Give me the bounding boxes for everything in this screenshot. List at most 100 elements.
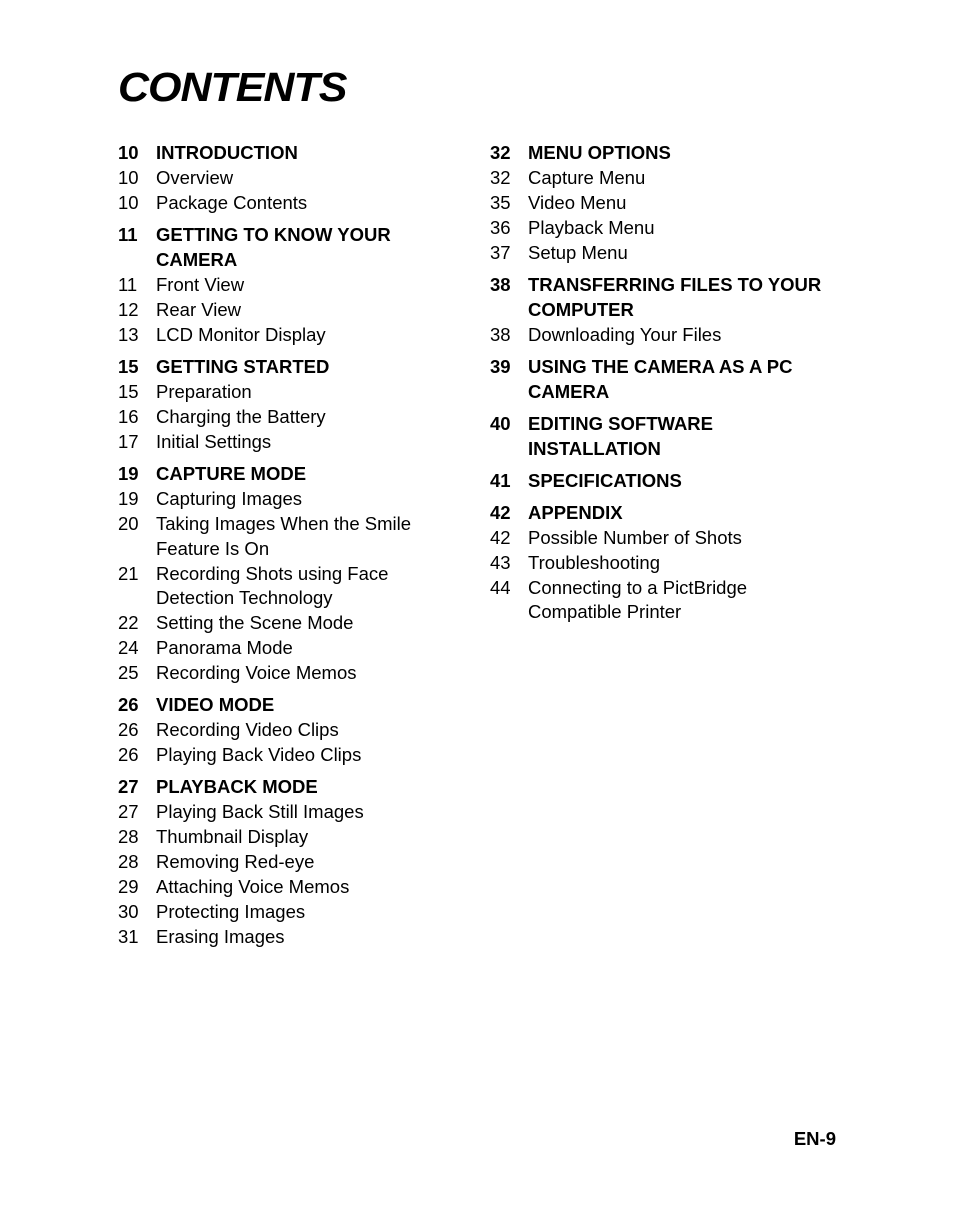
toc-entry-text: Thumbnail Display bbox=[156, 825, 464, 850]
toc-entry-text: Connecting to a PictBridge Compatible Pr… bbox=[528, 576, 836, 626]
toc-page-number: 21 bbox=[118, 562, 156, 587]
toc-column-left: 10INTRODUCTION10Overview10Package Conten… bbox=[118, 141, 464, 950]
toc-entry-text: CAPTURE MODE bbox=[156, 462, 464, 487]
toc-entry-text: Setup Menu bbox=[528, 241, 836, 266]
toc-sub-entry: 25Recording Voice Memos bbox=[118, 661, 464, 686]
toc-page-number: 28 bbox=[118, 825, 156, 850]
toc-entry-text: Panorama Mode bbox=[156, 636, 464, 661]
toc-page-number: 35 bbox=[490, 191, 528, 216]
toc-sub-entry: 12Rear View bbox=[118, 298, 464, 323]
toc-sub-entry: 36Playback Menu bbox=[490, 216, 836, 241]
toc-heading-entry: 42APPENDIX bbox=[490, 501, 836, 526]
toc-heading-entry: 26VIDEO MODE bbox=[118, 693, 464, 718]
toc-columns: 10INTRODUCTION10Overview10Package Conten… bbox=[118, 141, 836, 950]
toc-sub-entry: 28Thumbnail Display bbox=[118, 825, 464, 850]
toc-page-number: 39 bbox=[490, 355, 528, 380]
toc-page-number: 11 bbox=[118, 223, 156, 248]
toc-sub-entry: 13LCD Monitor Display bbox=[118, 323, 464, 348]
toc-sub-entry: 26Playing Back Video Clips bbox=[118, 743, 464, 768]
toc-heading-entry: 38TRANSFERRING FILES TO YOUR COMPUTER bbox=[490, 273, 836, 323]
toc-page-number: 43 bbox=[490, 551, 528, 576]
toc-sub-entry: 22Setting the Scene Mode bbox=[118, 611, 464, 636]
toc-page-number: 32 bbox=[490, 141, 528, 166]
toc-page-number: 38 bbox=[490, 273, 528, 298]
toc-page-number: 17 bbox=[118, 430, 156, 455]
toc-entry-text: Protecting Images bbox=[156, 900, 464, 925]
toc-page-number: 11 bbox=[118, 273, 156, 298]
toc-entry-text: APPENDIX bbox=[528, 501, 836, 526]
toc-entry-text: Capturing Images bbox=[156, 487, 464, 512]
toc-sub-entry: 43Troubleshooting bbox=[490, 551, 836, 576]
toc-page-number: 10 bbox=[118, 141, 156, 166]
toc-page-number: 26 bbox=[118, 693, 156, 718]
toc-entry-text: Rear View bbox=[156, 298, 464, 323]
toc-sub-entry: 24Panorama Mode bbox=[118, 636, 464, 661]
toc-entry-text: Playback Menu bbox=[528, 216, 836, 241]
toc-entry-text: Possible Number of Shots bbox=[528, 526, 836, 551]
toc-entry-text: Video Menu bbox=[528, 191, 836, 216]
toc-sub-entry: 27Playing Back Still Images bbox=[118, 800, 464, 825]
toc-page-number: 29 bbox=[118, 875, 156, 900]
toc-sub-entry: 28Removing Red-eye bbox=[118, 850, 464, 875]
toc-column-right: 32MENU OPTIONS32Capture Menu35Video Menu… bbox=[490, 141, 836, 950]
toc-entry-text: SPECIFICATIONS bbox=[528, 469, 836, 494]
toc-entry-text: Playing Back Still Images bbox=[156, 800, 464, 825]
toc-entry-text: Erasing Images bbox=[156, 925, 464, 950]
page-container: CONTENTS 10INTRODUCTION10Overview10Packa… bbox=[0, 0, 954, 950]
toc-entry-text: Preparation bbox=[156, 380, 464, 405]
toc-page-number: 12 bbox=[118, 298, 156, 323]
toc-page-number: 44 bbox=[490, 576, 528, 601]
toc-page-number: 41 bbox=[490, 469, 528, 494]
toc-page-number: 24 bbox=[118, 636, 156, 661]
toc-page-number: 42 bbox=[490, 526, 528, 551]
toc-sub-entry: 17Initial Settings bbox=[118, 430, 464, 455]
toc-sub-entry: 10Overview bbox=[118, 166, 464, 191]
toc-heading-entry: 41SPECIFICATIONS bbox=[490, 469, 836, 494]
toc-page-number: 15 bbox=[118, 355, 156, 380]
toc-heading-entry: 11GETTING TO KNOW YOUR CAMERA bbox=[118, 223, 464, 273]
toc-entry-text: VIDEO MODE bbox=[156, 693, 464, 718]
toc-entry-text: Initial Settings bbox=[156, 430, 464, 455]
toc-page-number: 26 bbox=[118, 743, 156, 768]
toc-entry-text: Attaching Voice Memos bbox=[156, 875, 464, 900]
toc-sub-entry: 29Attaching Voice Memos bbox=[118, 875, 464, 900]
toc-heading-entry: 19CAPTURE MODE bbox=[118, 462, 464, 487]
toc-entry-text: Capture Menu bbox=[528, 166, 836, 191]
toc-heading-entry: 40EDITING SOFTWARE INSTALLATION bbox=[490, 412, 836, 462]
toc-heading-entry: 39USING THE CAMERA AS A PC CAMERA bbox=[490, 355, 836, 405]
toc-entry-text: EDITING SOFTWARE INSTALLATION bbox=[528, 412, 836, 462]
toc-page-number: 27 bbox=[118, 775, 156, 800]
toc-sub-entry: 38Downloading Your Files bbox=[490, 323, 836, 348]
toc-page-number: 27 bbox=[118, 800, 156, 825]
toc-entry-text: Overview bbox=[156, 166, 464, 191]
toc-entry-text: USING THE CAMERA AS A PC CAMERA bbox=[528, 355, 836, 405]
toc-page-number: 13 bbox=[118, 323, 156, 348]
toc-entry-text: Front View bbox=[156, 273, 464, 298]
toc-page-number: 10 bbox=[118, 191, 156, 216]
toc-page-number: 10 bbox=[118, 166, 156, 191]
toc-page-number: 26 bbox=[118, 718, 156, 743]
toc-page-number: 25 bbox=[118, 661, 156, 686]
toc-heading-entry: 15GETTING STARTED bbox=[118, 355, 464, 380]
toc-entry-text: Charging the Battery bbox=[156, 405, 464, 430]
toc-sub-entry: 19Capturing Images bbox=[118, 487, 464, 512]
toc-sub-entry: 26Recording Video Clips bbox=[118, 718, 464, 743]
toc-heading-entry: 27PLAYBACK MODE bbox=[118, 775, 464, 800]
toc-page-number: 28 bbox=[118, 850, 156, 875]
toc-page-number: 20 bbox=[118, 512, 156, 537]
toc-entry-text: Taking Images When the Smile Feature Is … bbox=[156, 512, 464, 562]
toc-sub-entry: 10Package Contents bbox=[118, 191, 464, 216]
toc-entry-text: Setting the Scene Mode bbox=[156, 611, 464, 636]
toc-entry-text: Recording Video Clips bbox=[156, 718, 464, 743]
toc-entry-text: Recording Voice Memos bbox=[156, 661, 464, 686]
toc-page-number: 19 bbox=[118, 462, 156, 487]
toc-sub-entry: 31Erasing Images bbox=[118, 925, 464, 950]
toc-entry-text: LCD Monitor Display bbox=[156, 323, 464, 348]
page-title: CONTENTS bbox=[118, 64, 872, 111]
toc-sub-entry: 30Protecting Images bbox=[118, 900, 464, 925]
toc-page-number: 16 bbox=[118, 405, 156, 430]
toc-sub-entry: 16Charging the Battery bbox=[118, 405, 464, 430]
toc-page-number: 38 bbox=[490, 323, 528, 348]
toc-entry-text: TRANSFERRING FILES TO YOUR COMPUTER bbox=[528, 273, 836, 323]
toc-sub-entry: 21Recording Shots using Face Detection T… bbox=[118, 562, 464, 612]
